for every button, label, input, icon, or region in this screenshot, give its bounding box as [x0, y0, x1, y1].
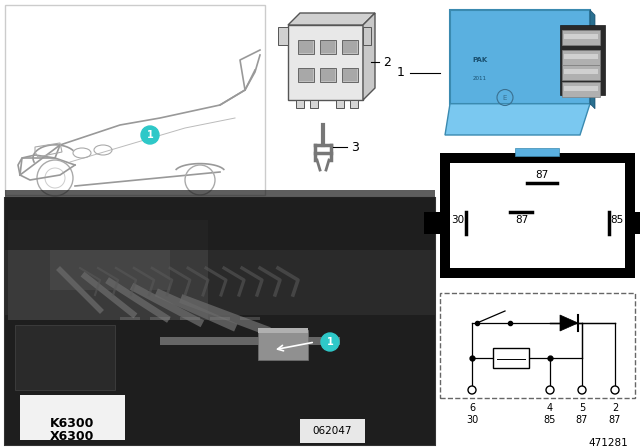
Bar	[298, 40, 314, 54]
Text: 4: 4	[547, 403, 553, 413]
Text: 30: 30	[466, 415, 478, 425]
Bar	[50, 250, 170, 290]
Text: 2011: 2011	[473, 76, 487, 81]
Bar	[5, 315, 435, 445]
Text: E: E	[503, 95, 507, 100]
Bar	[562, 50, 600, 65]
Text: 1: 1	[397, 66, 405, 79]
Bar	[440, 153, 635, 278]
Bar	[493, 348, 529, 368]
Bar	[320, 40, 336, 54]
Polygon shape	[363, 13, 375, 100]
Polygon shape	[560, 315, 578, 331]
Text: K6300: K6300	[50, 417, 94, 430]
Bar	[278, 27, 288, 45]
Bar	[562, 65, 600, 80]
Polygon shape	[288, 13, 375, 25]
Text: 1: 1	[326, 337, 333, 347]
Bar	[635, 212, 640, 234]
Text: 87: 87	[609, 415, 621, 425]
Bar	[240, 317, 260, 320]
Bar	[258, 328, 308, 333]
Bar	[343, 69, 357, 81]
Circle shape	[141, 126, 159, 144]
Text: 85: 85	[544, 415, 556, 425]
Text: 30: 30	[451, 215, 465, 225]
Bar	[336, 100, 344, 108]
Text: 3: 3	[351, 141, 359, 154]
Bar	[20, 395, 125, 440]
Bar	[515, 148, 559, 156]
Bar	[321, 69, 335, 81]
Text: PAK: PAK	[472, 57, 488, 63]
Text: 5: 5	[579, 403, 585, 413]
Bar	[8, 220, 208, 320]
Bar	[120, 317, 140, 320]
Bar	[310, 100, 318, 108]
Text: 6: 6	[469, 403, 475, 413]
Bar	[350, 100, 358, 108]
Circle shape	[546, 386, 554, 394]
Bar	[288, 25, 363, 100]
Bar	[5, 5, 265, 195]
Bar	[210, 317, 230, 320]
Bar	[450, 163, 625, 268]
Bar	[15, 325, 115, 390]
Bar	[5, 198, 435, 315]
Bar	[564, 34, 598, 39]
Bar	[343, 41, 357, 53]
Bar	[299, 69, 313, 81]
Bar	[564, 86, 598, 91]
Text: 1: 1	[147, 130, 154, 140]
Bar	[562, 82, 600, 97]
Text: 87: 87	[576, 415, 588, 425]
Circle shape	[321, 333, 339, 351]
Bar	[320, 68, 336, 82]
Text: 2: 2	[383, 56, 391, 69]
Text: 85: 85	[611, 215, 623, 225]
Circle shape	[578, 386, 586, 394]
Circle shape	[611, 386, 619, 394]
Bar	[258, 330, 308, 360]
Bar	[298, 68, 314, 82]
Polygon shape	[450, 10, 590, 104]
Bar	[560, 25, 605, 95]
Text: X6300: X6300	[50, 430, 94, 443]
Bar	[562, 30, 600, 45]
Bar	[180, 317, 200, 320]
Text: 062047: 062047	[312, 426, 352, 436]
Bar	[424, 212, 440, 234]
Text: 87: 87	[536, 170, 548, 180]
Polygon shape	[445, 104, 590, 135]
Bar	[5, 198, 435, 445]
Text: 471281: 471281	[588, 438, 628, 448]
Bar	[299, 41, 313, 53]
Bar	[150, 317, 170, 320]
Bar	[5, 190, 435, 250]
Bar	[321, 41, 335, 53]
Bar	[342, 40, 358, 54]
Text: 87: 87	[515, 215, 529, 225]
Bar	[160, 337, 340, 345]
Bar	[296, 100, 304, 108]
Circle shape	[468, 386, 476, 394]
Bar	[342, 68, 358, 82]
Bar	[564, 69, 598, 74]
Bar	[564, 54, 598, 59]
Bar	[363, 27, 371, 45]
Text: 2: 2	[612, 403, 618, 413]
Polygon shape	[590, 10, 595, 109]
Bar	[440, 293, 635, 398]
Bar	[300, 419, 365, 443]
